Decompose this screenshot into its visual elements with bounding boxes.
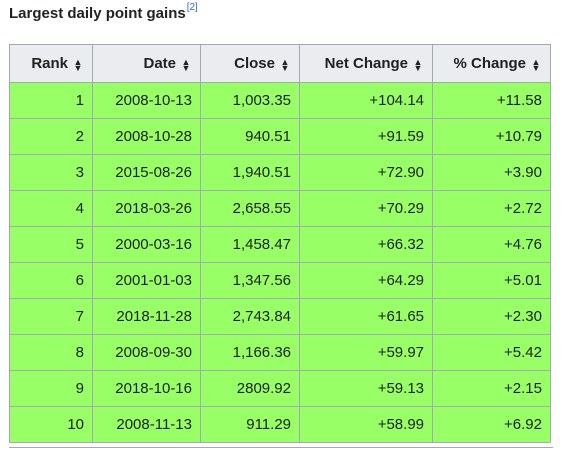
pct-change-cell: +5.42 — [432, 334, 551, 371]
close-cell: 1,458.47 — [200, 226, 300, 263]
rank-cell: 9 — [9, 370, 93, 407]
date-cell: 2018-10-16 — [92, 370, 201, 407]
table-row: 2 2008-10-28 940.51 +91.59 +10.79 — [9, 118, 551, 155]
close-cell: 940.51 — [200, 118, 300, 155]
rank-cell: 10 — [9, 406, 93, 443]
column-header-close[interactable]: Close ▲ ▼ — [200, 44, 300, 83]
close-cell: 1,940.51 — [200, 154, 300, 191]
rank-cell: 8 — [9, 334, 93, 371]
close-cell: 2,743.84 — [200, 298, 300, 335]
close-cell: 911.29 — [200, 406, 300, 443]
date-cell: 2000-03-16 — [92, 226, 201, 263]
net-change-cell: +72.90 — [299, 154, 433, 191]
header-row: Rank ▲ ▼ Date ▲ ▼ Close ▲ ▼ Net Change ▲ ▼ % Cha… — [9, 44, 551, 83]
close-cell: 1,003.35 — [200, 82, 300, 119]
rank-cell: 1 — [9, 82, 93, 119]
table-caption: Largest daily point gains[2] — [9, 2, 198, 22]
table-row: 5 2000-03-16 1,458.47 +66.32 +4.76 — [9, 226, 551, 263]
net-change-cell: +61.65 — [299, 298, 433, 335]
pct-change-cell: +6.92 — [432, 406, 551, 443]
date-cell: 2015-08-26 — [92, 154, 201, 191]
table-row: 10 2008-11-13 911.29 +58.99 +6.92 — [9, 406, 551, 443]
table-row: 9 2018-10-16 2809.92 +59.13 +2.15 — [9, 370, 551, 407]
net-change-cell: +59.13 — [299, 370, 433, 407]
rank-cell: 2 — [9, 118, 93, 155]
table-row: 1 2008-10-13 1,003.35 +104.14 +11.58 — [9, 82, 551, 119]
date-cell: 2001-01-03 — [92, 262, 201, 299]
close-cell: 1,166.36 — [200, 334, 300, 371]
table-row: 8 2008-09-30 1,166.36 +59.97 +5.42 — [9, 334, 551, 371]
pct-change-cell: +3.90 — [432, 154, 551, 191]
pct-change-cell: +5.01 — [432, 262, 551, 299]
close-cell: 2809.92 — [200, 370, 300, 407]
date-cell: 2008-11-13 — [92, 406, 201, 443]
sort-arrows-icon[interactable]: ▲ ▼ — [73, 57, 83, 74]
pct-change-cell: +2.15 — [432, 370, 551, 407]
date-cell: 2008-09-30 — [92, 334, 201, 371]
net-change-cell: +66.32 — [299, 226, 433, 263]
reference-link[interactable]: [2] — [186, 2, 198, 13]
net-change-cell: +70.29 — [299, 190, 433, 227]
net-change-cell: +91.59 — [299, 118, 433, 155]
date-cell: 2008-10-28 — [92, 118, 201, 155]
net-change-cell: +58.99 — [299, 406, 433, 443]
column-header-date[interactable]: Date ▲ ▼ — [92, 44, 201, 83]
pct-change-cell: +2.30 — [432, 298, 551, 335]
sort-arrows-icon[interactable]: ▲ ▼ — [413, 57, 423, 74]
caption-title: Largest daily point gains — [9, 5, 186, 22]
table-row: 7 2018-11-28 2,743.84 +61.65 +2.30 — [9, 298, 551, 335]
table-row: 4 2018-03-26 2,658.55 +70.29 +2.72 — [9, 190, 551, 227]
close-cell: 1,347.56 — [200, 262, 300, 299]
rank-cell: 6 — [9, 262, 93, 299]
net-change-cell: +104.14 — [299, 82, 433, 119]
net-change-cell: +64.29 — [299, 262, 433, 299]
pct-change-cell: +10.79 — [432, 118, 551, 155]
sort-arrows-icon[interactable]: ▲ ▼ — [531, 57, 541, 74]
date-cell: 2018-03-26 — [92, 190, 201, 227]
rank-cell: 7 — [9, 298, 93, 335]
sort-arrows-icon[interactable]: ▲ ▼ — [280, 57, 290, 74]
table-bottom-border — [9, 447, 553, 448]
pct-change-cell: +11.58 — [432, 82, 551, 119]
net-change-cell: +59.97 — [299, 334, 433, 371]
rank-cell: 4 — [9, 190, 93, 227]
column-header-pct-change[interactable]: % Change ▲ ▼ — [432, 44, 551, 83]
sort-arrows-icon[interactable]: ▲ ▼ — [181, 57, 191, 74]
pct-change-cell: +4.76 — [432, 226, 551, 263]
table-row: 6 2001-01-03 1,347.56 +64.29 +5.01 — [9, 262, 551, 299]
rank-cell: 3 — [9, 154, 93, 191]
date-cell: 2018-11-28 — [92, 298, 201, 335]
date-cell: 2008-10-13 — [92, 82, 201, 119]
gains-table: Rank ▲ ▼ Date ▲ ▼ Close ▲ ▼ Net Change ▲ ▼ % Cha… — [9, 44, 551, 443]
column-header-rank[interactable]: Rank ▲ ▼ — [9, 44, 93, 83]
table-row: 3 2015-08-26 1,940.51 +72.90 +3.90 — [9, 154, 551, 191]
close-cell: 2,658.55 — [200, 190, 300, 227]
column-header-net-change[interactable]: Net Change ▲ ▼ — [299, 44, 433, 83]
rank-cell: 5 — [9, 226, 93, 263]
pct-change-cell: +2.72 — [432, 190, 551, 227]
